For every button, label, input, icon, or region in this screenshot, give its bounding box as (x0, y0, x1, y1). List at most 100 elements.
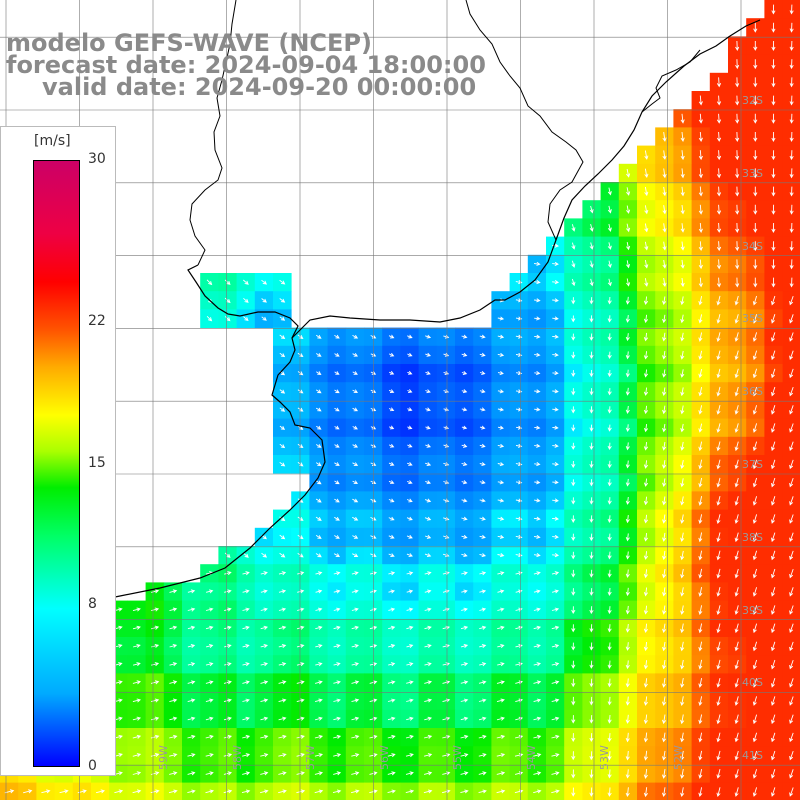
wind-arrow (589, 479, 594, 487)
wind-arrow (589, 388, 594, 396)
wind-arrow (625, 750, 630, 761)
wind-arrow (698, 769, 703, 779)
lat-label-32S: 32S (742, 94, 763, 107)
wind-arrow (716, 696, 721, 707)
wind-arrow (607, 696, 612, 706)
wind-arrow (187, 789, 196, 794)
wind-arrow (279, 443, 286, 449)
wind-arrow (698, 532, 703, 543)
wind-arrow (662, 259, 667, 269)
wind-arrow (571, 406, 576, 414)
wind-arrow (333, 589, 341, 594)
wind-arrow (662, 314, 667, 324)
wind-arrow (534, 407, 541, 412)
wind-arrow (224, 643, 232, 649)
wind-arrow (278, 789, 287, 794)
wind-arrow (771, 204, 776, 215)
wind-arrow (406, 716, 414, 721)
wind-arrow (224, 552, 231, 558)
wind-arrow (533, 516, 541, 521)
wind-arrow (571, 351, 576, 359)
wind-arrow (314, 734, 324, 739)
wind-arrow (441, 789, 451, 794)
wind-arrow (752, 641, 758, 652)
wind-arrow (169, 753, 178, 758)
wind-arrow (680, 514, 685, 524)
wind-arrow (533, 734, 542, 739)
wind-arrow (771, 277, 776, 288)
wind-arrow (589, 351, 594, 360)
wind-arrow (571, 460, 576, 469)
wind-arrow (242, 607, 250, 612)
wind-arrow (607, 660, 612, 669)
wind-arrow (150, 753, 160, 758)
wind-arrow (735, 77, 740, 88)
wind-arrow (716, 550, 721, 561)
wind-arrow (479, 625, 487, 630)
wind-arrow (315, 444, 322, 448)
wind-arrow (625, 587, 630, 597)
wind-arrow (479, 407, 486, 412)
wind-arrow (279, 316, 286, 321)
wind-arrow (680, 623, 685, 634)
wind-arrow (789, 477, 794, 488)
wind-arrow (589, 315, 594, 323)
wind-arrow (388, 534, 395, 539)
wind-arrow (789, 95, 794, 106)
wind-arrow (314, 716, 323, 721)
wind-arrow (497, 334, 505, 339)
wind-arrow (643, 369, 649, 378)
title-model: modelo GEFS-WAVE (NCEP) (6, 29, 372, 57)
wind-arrow (643, 750, 648, 761)
wind-arrow (735, 168, 740, 179)
wind-arrow (314, 698, 323, 703)
lat-label-36S: 36S (742, 385, 763, 399)
wind-arrow (771, 332, 776, 342)
wind-arrow (223, 680, 232, 685)
wind-arrow (205, 789, 215, 794)
wind-arrow (789, 441, 794, 451)
wind-arrow (315, 462, 322, 467)
wind-arrow (680, 186, 685, 197)
wind-arrow (478, 734, 487, 739)
wind-arrow (224, 625, 232, 630)
wind-arrow (661, 787, 667, 798)
wind-arrow (626, 242, 631, 251)
wind-arrow (224, 589, 232, 594)
wind-arrow (388, 516, 395, 521)
wind-arrow (698, 477, 703, 488)
wind-arrow (771, 168, 776, 179)
wind-arrow (425, 334, 432, 339)
wind-arrow (662, 351, 667, 360)
wind-arrow (370, 443, 377, 448)
wind-arrow (571, 424, 576, 432)
wind-arrow (771, 714, 776, 725)
wind-arrow (424, 698, 433, 703)
wind-arrow (607, 388, 612, 396)
wind-arrow (698, 750, 703, 761)
wind-arrow (387, 698, 396, 703)
lon-label-58W: 58W (230, 745, 244, 770)
wind-arrow (205, 753, 214, 758)
wind-arrow (589, 278, 594, 287)
wind-arrow (680, 332, 685, 342)
wind-arrow (388, 589, 395, 594)
wind-arrow (716, 532, 721, 543)
wind-arrow (534, 425, 541, 430)
wind-arrow (716, 150, 722, 161)
wind-arrow (334, 462, 340, 466)
wind-arrow (132, 607, 141, 612)
wind-arrow (114, 643, 123, 648)
wind-arrow (316, 425, 322, 430)
wind-arrow (279, 298, 286, 303)
wind-arrow (735, 277, 740, 288)
wind-arrow (625, 642, 630, 651)
wind-arrow (771, 550, 776, 561)
wind-arrow (242, 589, 250, 594)
wind-arrow (552, 371, 559, 376)
wind-arrow (243, 316, 249, 322)
wind-arrow (626, 168, 631, 178)
wind-arrow (680, 223, 685, 233)
wind-arrow (735, 95, 740, 106)
